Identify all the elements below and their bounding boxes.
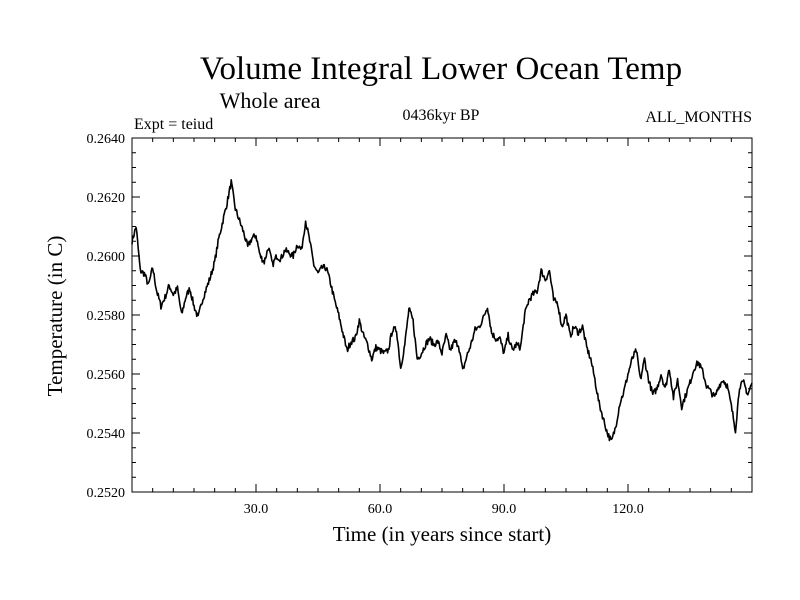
y-tick-label: 0.2580 xyxy=(87,309,126,324)
y-tick-label: 0.2520 xyxy=(87,486,126,501)
x-tick-label: 90.0 xyxy=(492,502,517,517)
y-tick-label: 0.2600 xyxy=(87,250,126,265)
months-label: ALL_MONTHS xyxy=(645,109,752,126)
y-tick-label: 0.2640 xyxy=(87,132,126,147)
y-axis-ticks: 0.2520 0.2540 0.2560 0.2580 0.2600 0.2620 0.26… xyxy=(87,132,752,501)
x-axis-ticks: 30.0 60.0 90.0 120.0 xyxy=(152,138,732,517)
y-tick-label: 0.2620 xyxy=(87,191,126,206)
experiment-label: Expt = teiud xyxy=(134,116,213,133)
x-tick-label: 30.0 xyxy=(244,502,269,517)
x-tick-label: 120.0 xyxy=(612,502,644,517)
chart-title: Volume Integral Lower Ocean Temp xyxy=(200,51,682,87)
period-label: 0436kyr BP xyxy=(403,107,480,124)
chart-subtitle: Whole area xyxy=(220,88,321,113)
x-axis-label: Time (in years since start) xyxy=(333,522,552,546)
y-axis-label: Temperature (in C) xyxy=(43,236,67,397)
temperature-series-line xyxy=(131,178,753,442)
y-tick-label: 0.2560 xyxy=(87,368,126,383)
y-tick-label: 0.2540 xyxy=(87,427,126,442)
x-tick-label: 60.0 xyxy=(368,502,393,517)
plot-frame xyxy=(131,137,753,493)
